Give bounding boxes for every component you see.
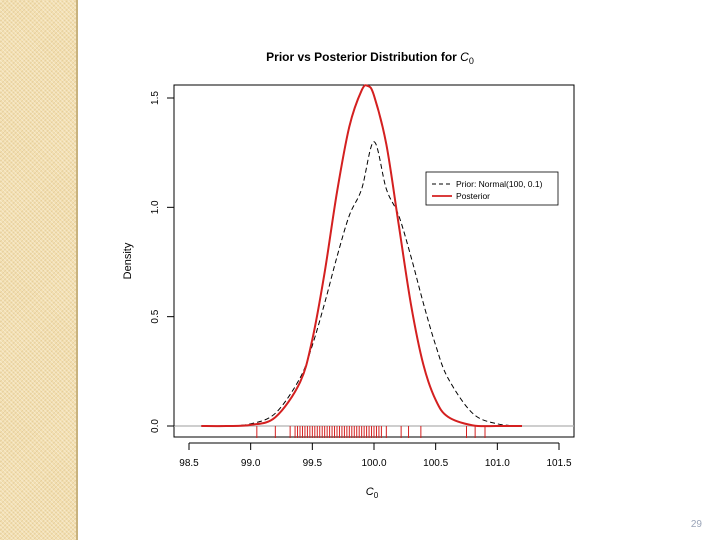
x-tick-label: 99.5: [303, 458, 323, 469]
legend-box: [425, 171, 559, 206]
chart-title: Prior vs Posterior Distribution for C0: [266, 50, 474, 66]
series-lines: [201, 84, 523, 428]
x-tick-label: 100.0: [361, 458, 386, 469]
y-axis-label: Density: [122, 242, 134, 279]
posterior-density-line: [201, 84, 523, 428]
x-axis: 98.5 99.0 99.5 100.0 100.5 101.0 101.5: [179, 442, 572, 469]
y-tick-label: 1.0: [150, 200, 161, 214]
y-tick-label: 0.5: [150, 309, 161, 323]
x-tick-label: 99.0: [241, 458, 261, 469]
plot-area-frame: [173, 84, 575, 438]
y-tick-label: 0.0: [150, 419, 161, 433]
x-tick-label: 101.5: [546, 458, 571, 469]
x-tick-label: 98.5: [179, 458, 199, 469]
x-tick-label: 100.5: [423, 458, 448, 469]
y-axis: 0.0 0.5 1.0 1.5: [150, 91, 175, 433]
decorative-side-bar: [0, 0, 78, 540]
y-tick-label: 1.5: [150, 91, 161, 105]
x-axis-label: C0: [366, 486, 379, 500]
legend: Prior: Normal(100, 0.1) Posterior: [425, 171, 559, 206]
page-number: 29: [690, 519, 702, 530]
prior-density-line: [201, 141, 523, 427]
x-tick-label: 101.0: [485, 458, 510, 469]
legend-posterior-label: Posterior: [456, 191, 490, 201]
legend-prior-label: Prior: Normal(100, 0.1): [456, 179, 543, 189]
rug-marks: [256, 426, 486, 438]
